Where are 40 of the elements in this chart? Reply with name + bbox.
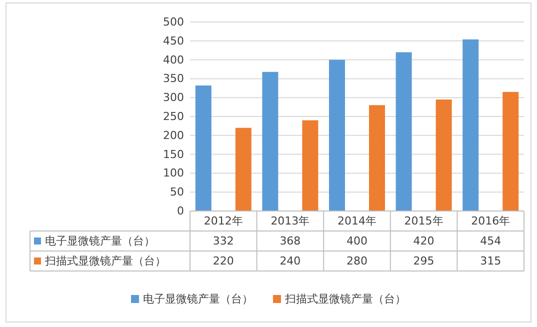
y-tick-label: 150 <box>163 148 184 161</box>
y-tick-label: 400 <box>163 53 184 66</box>
text: 电子显微镜产量（台） <box>143 292 253 306</box>
x-tick-label: 2014年 <box>338 214 376 228</box>
data-label: 315 <box>480 254 502 268</box>
y-tick-label: 350 <box>163 72 184 86</box>
x-tick-label: 2013年 <box>270 214 310 228</box>
y-tick-label: 50 <box>170 186 184 199</box>
legend-label: 扫描式显微镜产量（台） <box>284 292 406 306</box>
text: 扫描式显微镜产量（台） <box>45 254 166 268</box>
x-tick-label: 2015年 <box>404 214 444 228</box>
y-tick-label: 250 <box>163 110 184 123</box>
bar <box>502 92 519 211</box>
y-tick-label: 450 <box>163 34 184 48</box>
data-label: 454 <box>480 234 502 248</box>
data-label: 400 <box>346 234 368 248</box>
data-label: 220 <box>212 254 234 268</box>
data-label: 240 <box>280 254 301 268</box>
bar <box>436 99 452 211</box>
bar <box>462 39 479 211</box>
y-tick-label: 300 <box>163 91 184 104</box>
bar <box>235 128 252 211</box>
x-tick-label: 2016年 <box>471 214 510 228</box>
y-tick-label: 100 <box>163 166 184 180</box>
data-label: 420 <box>413 234 434 248</box>
data-label: 295 <box>413 254 434 268</box>
y-tick-label: 200 <box>163 128 184 142</box>
bar <box>369 105 385 211</box>
bar <box>329 60 345 211</box>
bar <box>195 86 212 211</box>
data-label: 368 <box>280 234 301 248</box>
y-tick-label: 0 <box>177 204 184 218</box>
x-tick-label: 2012年 <box>204 214 243 228</box>
data-label: 280 <box>346 254 368 268</box>
bar <box>262 72 278 211</box>
bar <box>396 52 412 211</box>
data-label: 332 <box>212 234 234 248</box>
legend-label: 电子显微镜产量（台） <box>45 234 155 248</box>
y-tick-label: 500 <box>163 16 184 28</box>
bar <box>302 120 318 211</box>
